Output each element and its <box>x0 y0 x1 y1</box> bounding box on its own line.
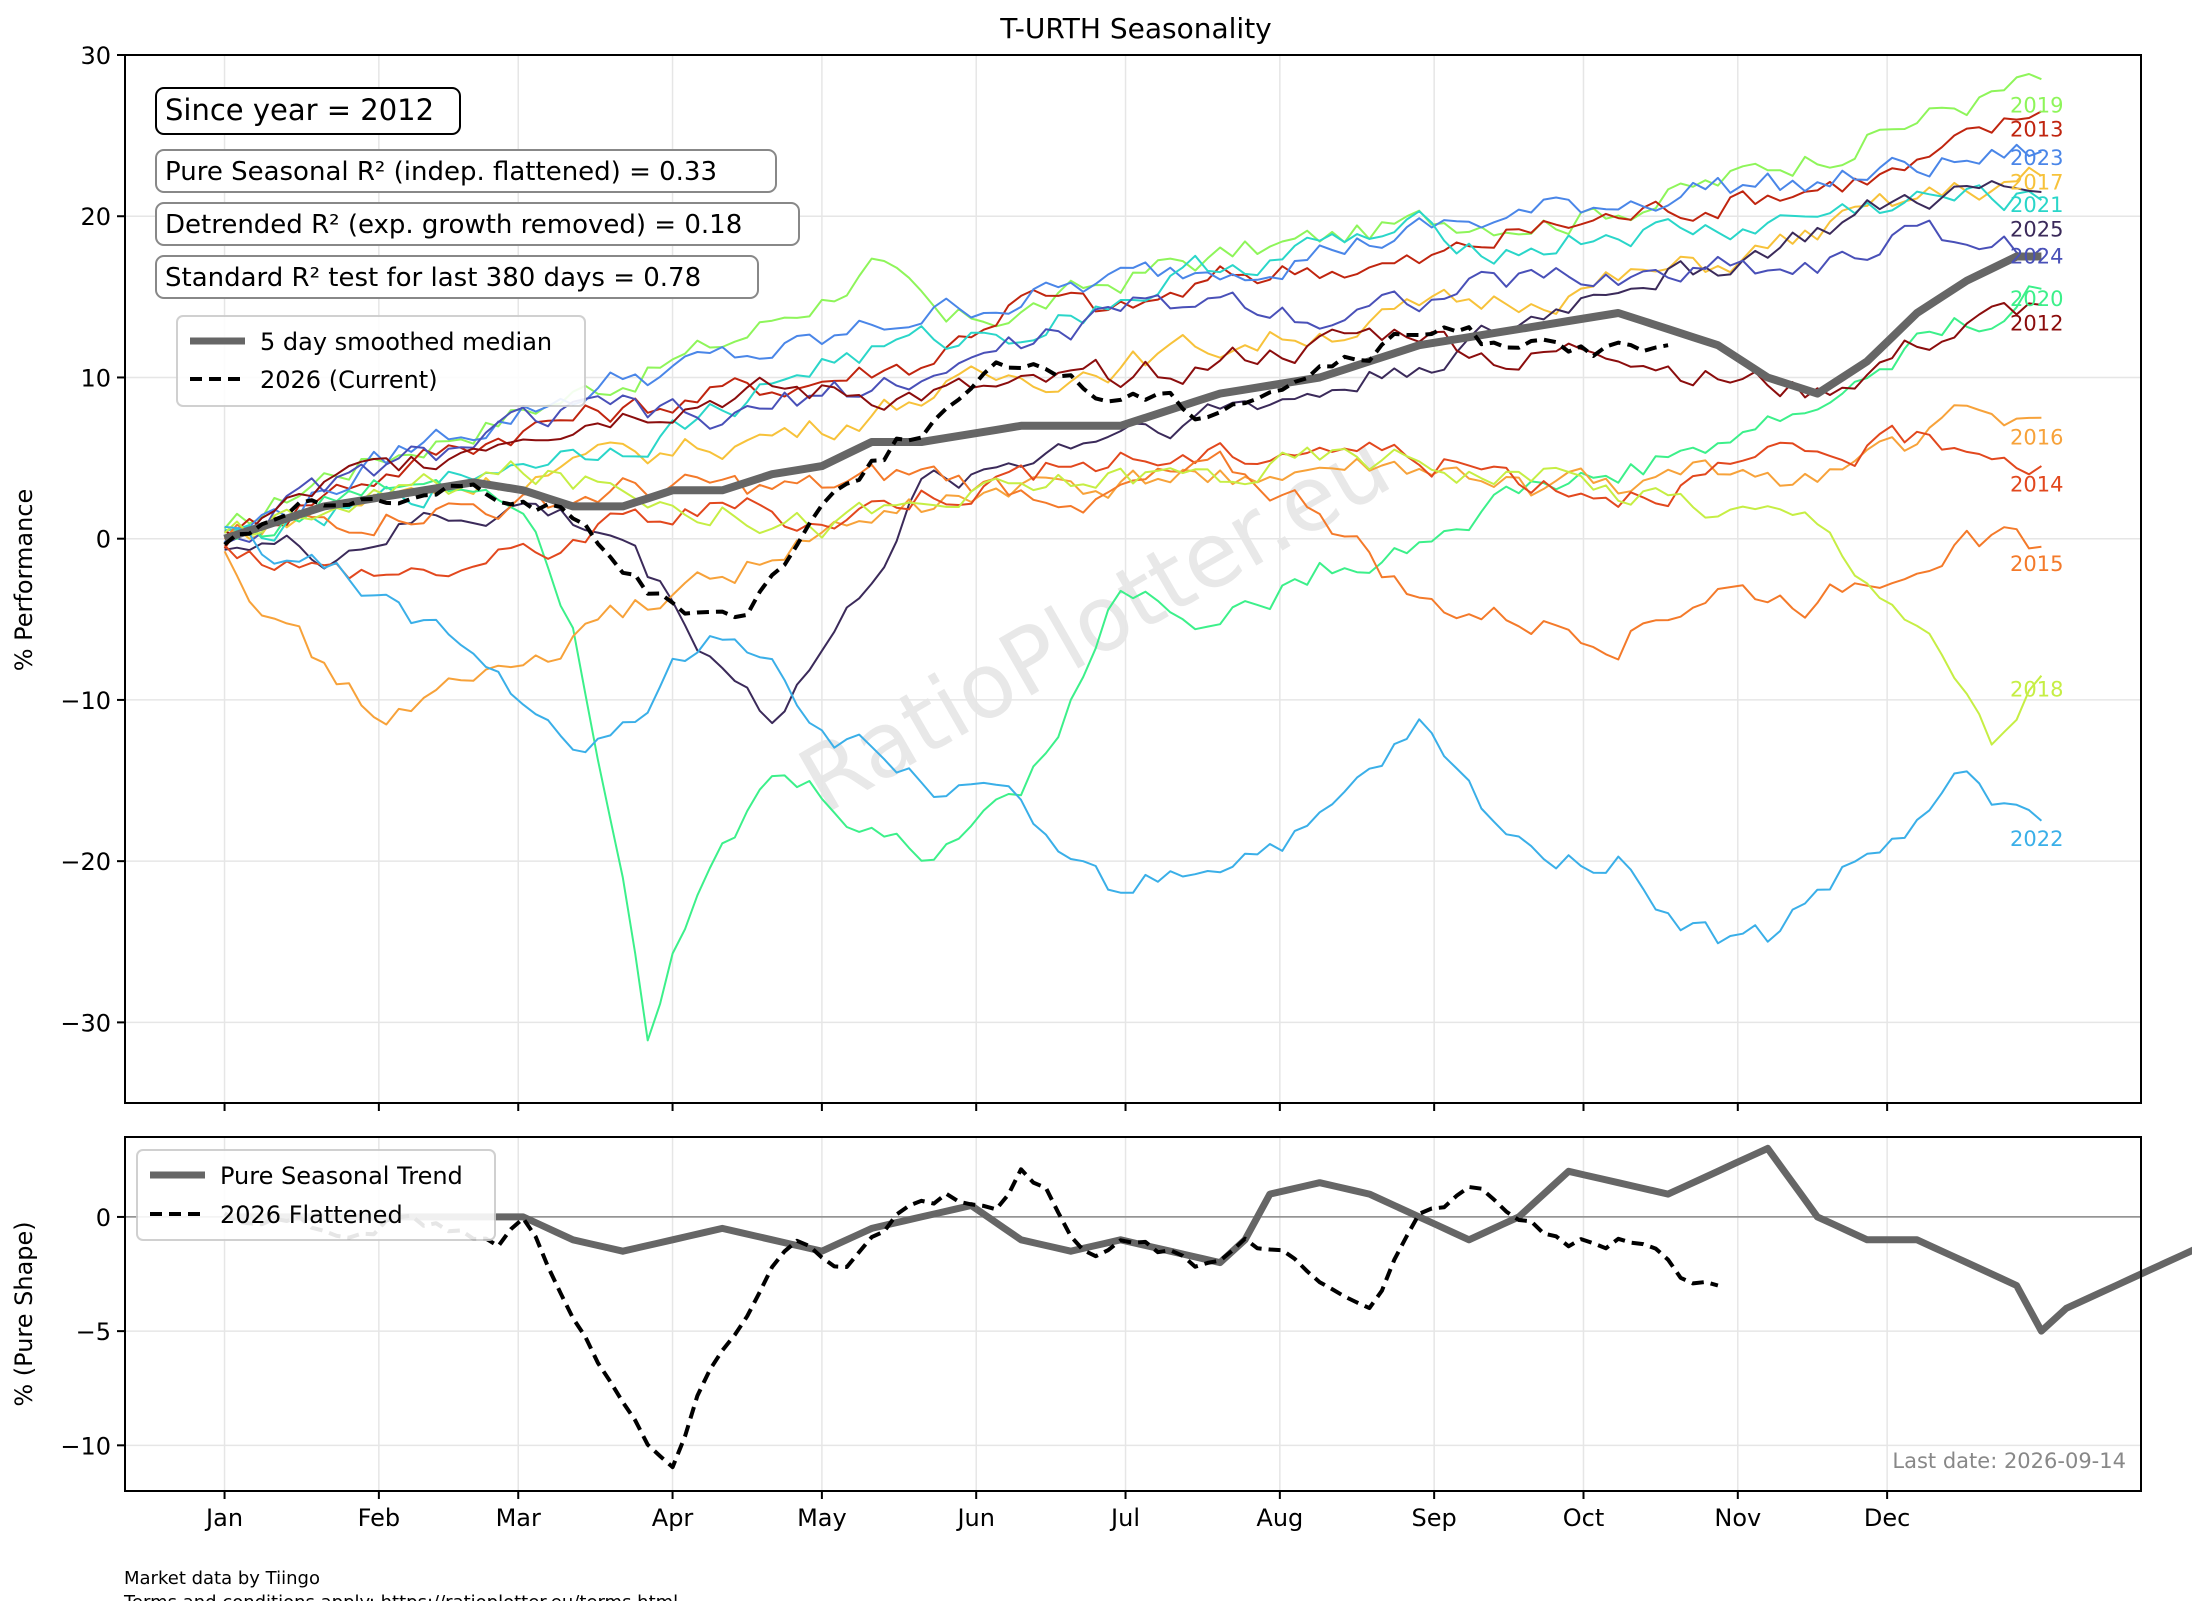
bottom-y-ticks: −10 −5 0 <box>60 1204 125 1460</box>
x-month-ticks: Jan Feb Mar Apr May Jun Jul Aug Sep Oct Nov Dec <box>204 1103 1910 1532</box>
year-line-2014 <box>223 424 2042 580</box>
top-ylabel: % Performance <box>10 489 38 672</box>
top-ytick-label: 20 <box>80 203 111 231</box>
year-label-2020: 2020 <box>2010 287 2063 311</box>
year-line-2023 <box>223 143 2042 543</box>
info-box-since: Since year = 2012 <box>155 87 461 135</box>
bottom-ytick-label: −10 <box>60 1432 111 1460</box>
year-label-2018: 2018 <box>2010 677 2063 701</box>
top-ytick-label: −10 <box>60 687 111 715</box>
xtick-label: Jul <box>1109 1504 1140 1532</box>
year-label-2017: 2017 <box>2010 170 2063 194</box>
top-legend: 5 day smoothed median 2026 (Current) <box>176 315 586 407</box>
watermark: RatioPlotter.eu <box>782 413 1407 834</box>
current-year-line <box>223 325 1669 620</box>
xtick-label: Dec <box>1864 1504 1910 1532</box>
year-line-2012 <box>224 302 2042 537</box>
top-plot-frame <box>124 54 2142 1104</box>
chart-title: T-URTH Seasonality <box>999 12 1272 45</box>
year-label-2015: 2015 <box>2010 552 2063 576</box>
year-line-2020 <box>224 285 2042 1042</box>
year-label-2012: 2012 <box>2010 311 2063 335</box>
year-label-2025: 2025 <box>2010 217 2063 241</box>
xtick-label: May <box>797 1504 847 1532</box>
xtick-label: Aug <box>1256 1504 1303 1532</box>
year-label-2014: 2014 <box>2010 472 2063 496</box>
info-detrended-r2: Detrended R² (exp. growth removed) = 0.1… <box>165 210 742 240</box>
top-series-lines <box>223 73 2043 1042</box>
bottom-legend: Pure Seasonal Trend 2026 Flattened <box>136 1149 496 1241</box>
top-ytick-label: −20 <box>60 848 111 876</box>
xtick-label: Oct <box>1563 1504 1605 1532</box>
year-label-2023: 2023 <box>2010 146 2063 170</box>
year-line-2022 <box>224 525 2043 945</box>
bottom-ytick-label: 0 <box>96 1204 111 1232</box>
year-label-2013: 2013 <box>2010 118 2063 142</box>
legend-flattened-label: 2026 Flattened <box>220 1201 403 1229</box>
footer-source: Market data by Tiingo <box>124 1568 320 1589</box>
year-line-2016 <box>223 404 2042 726</box>
year-label-2022: 2022 <box>2010 827 2063 851</box>
year-line-2017 <box>224 166 2042 540</box>
xtick-label: Apr <box>652 1504 694 1532</box>
year-label-2024: 2024 <box>2010 244 2063 268</box>
xtick-label: Nov <box>1714 1504 1761 1532</box>
legend-median-label: 5 day smoothed median <box>260 328 552 356</box>
info-pure-r2: Pure Seasonal R² (indep. flattened) = 0.… <box>165 157 717 187</box>
year-line-2024 <box>224 219 2043 545</box>
year-line-2013 <box>223 110 2042 549</box>
bottom-series-lines <box>223 1144 2192 1470</box>
bottom-ylabel: % (Pure Shape) <box>10 1221 38 1406</box>
xtick-label: Sep <box>1412 1504 1457 1532</box>
year-line-2018 <box>223 446 2043 746</box>
legend-current-label: 2026 (Current) <box>260 366 438 394</box>
xtick-label: Jan <box>204 1504 243 1532</box>
top-ytick-label: 0 <box>96 526 111 554</box>
footer-terms: Terms and conditions apply: https://rati… <box>123 1592 678 1601</box>
xtick-label: Mar <box>496 1504 541 1532</box>
median-line <box>223 252 2042 543</box>
info-box-standard-r2: Standard R² test for last 380 days = 0.7… <box>155 255 759 299</box>
legend-trend-label: Pure Seasonal Trend <box>220 1162 463 1190</box>
info-box-detrended-r2: Detrended R² (exp. growth removed) = 0.1… <box>155 202 800 246</box>
year-label-2019: 2019 <box>2010 93 2063 117</box>
top-y-ticks: −30 −20 −10 0 10 20 30 <box>60 42 125 1037</box>
top-ytick-label: 30 <box>80 42 111 70</box>
info-standard-r2: Standard R² test for last 380 days = 0.7… <box>165 263 701 293</box>
year-label-2016: 2016 <box>2010 425 2063 449</box>
bottom-plot-frame <box>124 1136 2142 1492</box>
year-line-2021 <box>224 184 2042 542</box>
top-ytick-label: 10 <box>80 364 111 392</box>
bottom-ytick-label: −5 <box>76 1318 111 1346</box>
info-since-year: Since year = 2012 <box>165 93 434 127</box>
top-ytick-label: −30 <box>60 1009 111 1037</box>
pure-seasonal-trend-line <box>224 1144 2192 1335</box>
last-date-label: Last date: 2026-09-14 <box>1892 1449 2126 1473</box>
xtick-label: Jun <box>955 1504 995 1532</box>
year-line-2019 <box>223 73 2042 530</box>
year-label-2021: 2021 <box>2010 193 2063 217</box>
xtick-label: Feb <box>358 1504 401 1532</box>
info-box-pure-r2: Pure Seasonal R² (indep. flattened) = 0.… <box>155 149 777 193</box>
